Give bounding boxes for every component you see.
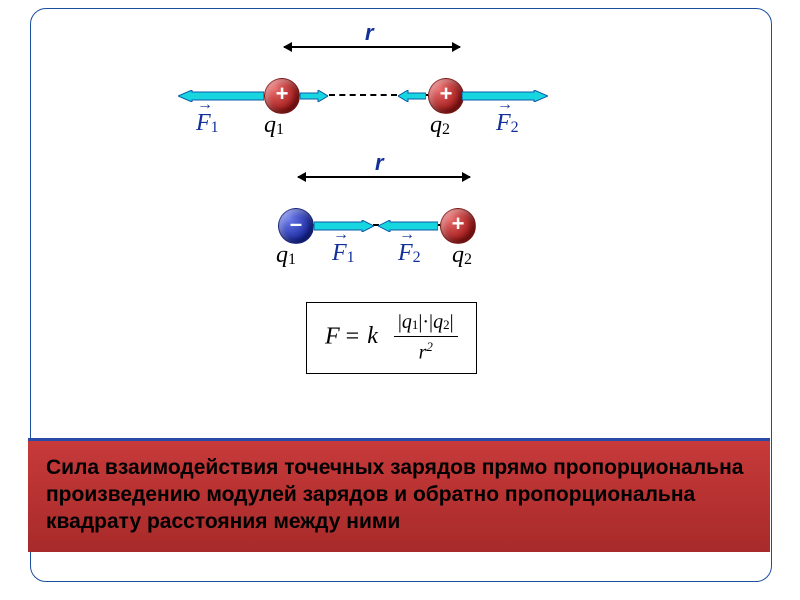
coulomb-law-text: Сила взаимодействия точечных зарядов пря…: [28, 438, 770, 552]
dim-line-1: [284, 46, 460, 48]
arrow-1-in-right: [398, 90, 426, 98]
F1-label-2: F1: [332, 240, 355, 267]
arrow-F1-out: [178, 90, 264, 98]
coulomb-formula: F = k |q1|·|q2| r2: [306, 302, 477, 374]
q1-label-2: q1: [276, 242, 296, 269]
r-label-2: r: [375, 150, 384, 176]
q1-label-1: q1: [264, 112, 284, 139]
q2-label-2: q2: [452, 242, 472, 269]
charge-1-right: +: [428, 78, 464, 114]
q2-label-1: q2: [430, 112, 450, 139]
arrow-1-in-left: [300, 90, 328, 98]
dim-line-2: [298, 176, 470, 178]
charge-2-right: +: [440, 208, 476, 244]
F1-label-1: F1: [196, 110, 219, 137]
charge-1-left: +: [264, 78, 300, 114]
charge-2-left: –: [278, 208, 314, 244]
diagrams: r + + F1 q1 q2 F2 r – + q1 F1: [0, 0, 800, 410]
F2-label-1: F2: [496, 110, 519, 137]
r-label-1: r: [365, 20, 374, 46]
F2-label-2: F2: [398, 240, 421, 267]
